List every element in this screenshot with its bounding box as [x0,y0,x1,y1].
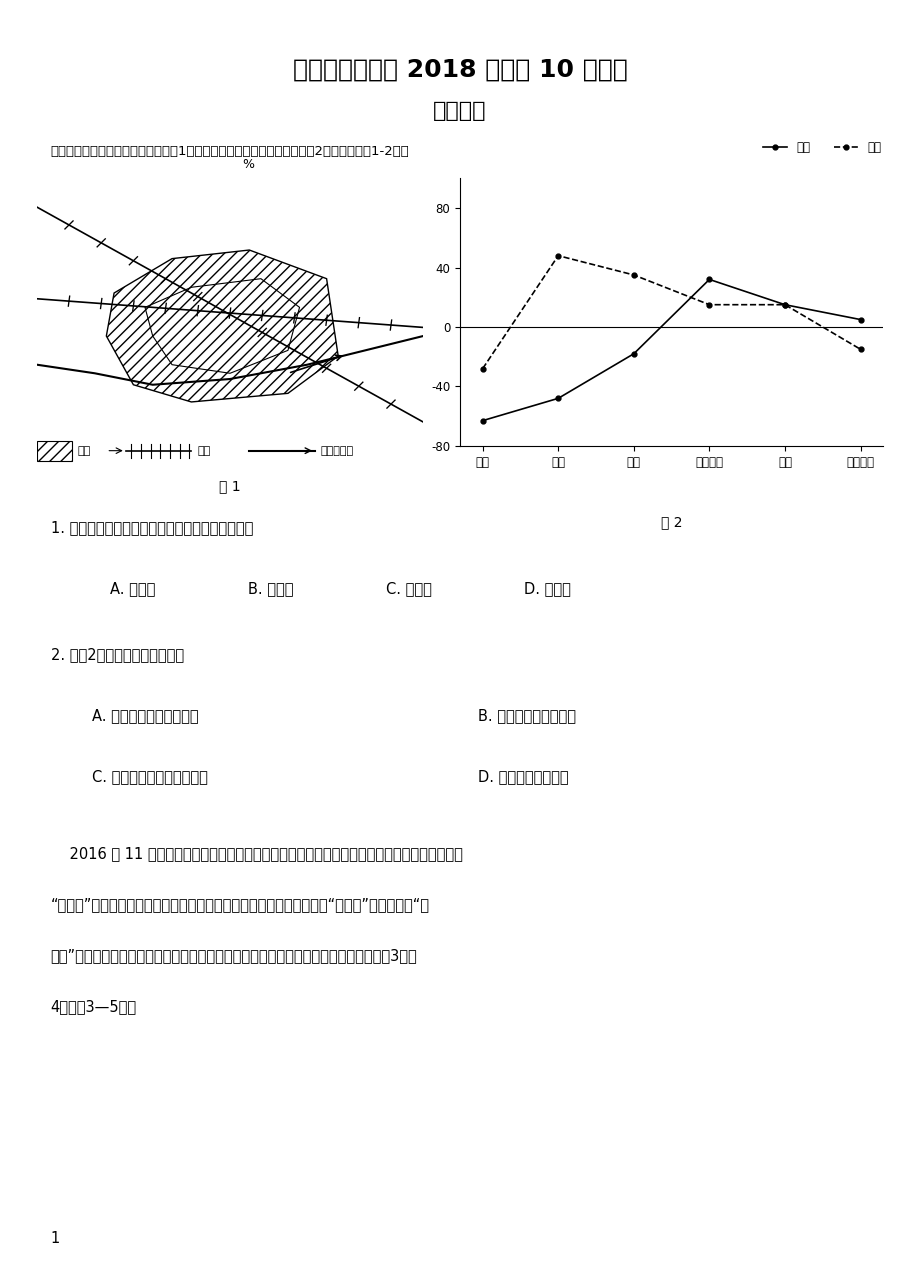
郊区 [854,341,865,357]
Text: A. 西南郊: A. 西南郊 [110,581,155,596]
Polygon shape [107,250,338,403]
Text: A. 城区出现逆城市化现象: A. 城区出现逆城市化现象 [92,708,199,724]
Line: 郊区: 郊区 [480,254,862,371]
Text: 4，回答3—5题。: 4，回答3—5题。 [51,999,137,1014]
Text: 2. 据图2可以判断，近十年该城: 2. 据图2可以判断，近十年该城 [51,647,184,662]
Text: 1. 从保护城区环境角度，该城工业区应布局在城区: 1. 从保护城区环境角度，该城工业区应布局在城区 [51,520,253,535]
Polygon shape [37,441,72,461]
城区 [477,413,488,428]
郊区 [477,361,488,376]
Text: D. 郊区生态环境改善: D. 郊区生态环境改善 [478,769,569,785]
Text: 城区: 城区 [77,446,91,456]
Text: 四川省新津中学 2018 屆高三 10 月月考: 四川省新津中学 2018 屆高三 10 月月考 [292,57,627,82]
Text: 鐵路: 鐵路 [197,446,210,456]
Text: B. 郊区种植业迅速发展: B. 郊区种植业迅速发展 [478,708,576,724]
城区 [778,297,789,312]
Polygon shape [145,279,300,373]
Text: %: % [242,158,255,171]
城区 [703,271,714,287]
Text: 地理试卷: 地理试卷 [433,101,486,121]
郊区 [703,297,714,312]
城区 [628,347,639,362]
郊区 [628,268,639,283]
城区 [854,312,865,327]
Line: 城区: 城区 [480,276,862,423]
Text: 河流及流向: 河流及流向 [321,446,354,456]
Text: 图 2: 图 2 [660,515,682,529]
城区 [552,391,563,406]
Legend: 城区, 郊区: 城区, 郊区 [758,136,885,158]
Text: 2016 年 11 月亚太综合组织第二十四次领导人非正式会议在秘鲁首都利马召开。利马号称世界: 2016 年 11 月亚太综合组织第二十四次领导人非正式会议在秘鲁首都利马召开。… [51,846,462,861]
Text: C. 东南郊: C. 东南郊 [386,581,432,596]
Text: 1: 1 [51,1231,60,1246]
Text: 图 1: 图 1 [219,479,241,493]
Text: 下面是我国华北平原某城示意图（图1）及该城十年土地利用率变化图（图2），读图回答1-2题。: 下面是我国华北平原某城示意图（图1）及该城十年土地利用率变化图（图2），读图回答… [51,145,409,158]
Text: “不雨城”，但全年有半年大雾弥漫，氾衣欲湿，利马人把这种浓雾称为“毛毛雨”。由于这种“毛: “不雨城”，但全年有半年大雾弥漫，氾衣欲湿，利马人把这种浓雾称为“毛毛雨”。由于… [51,897,429,912]
Text: C. 城区人口自然增长率降低: C. 城区人口自然增长率降低 [92,769,208,785]
Text: B. 西北郊: B. 西北郊 [248,581,293,596]
Text: 毛雨”时常滋润，使地处低纬热带沙漠之中的利马，常年依然繁花似锦，风光秀丽。读图3和图: 毛雨”时常滋润，使地处低纬热带沙漠之中的利马，常年依然繁花似锦，风光秀丽。读图3… [51,948,417,963]
郊区 [778,297,789,312]
郊区 [552,248,563,264]
Text: D. 东北郊: D. 东北郊 [524,581,571,596]
